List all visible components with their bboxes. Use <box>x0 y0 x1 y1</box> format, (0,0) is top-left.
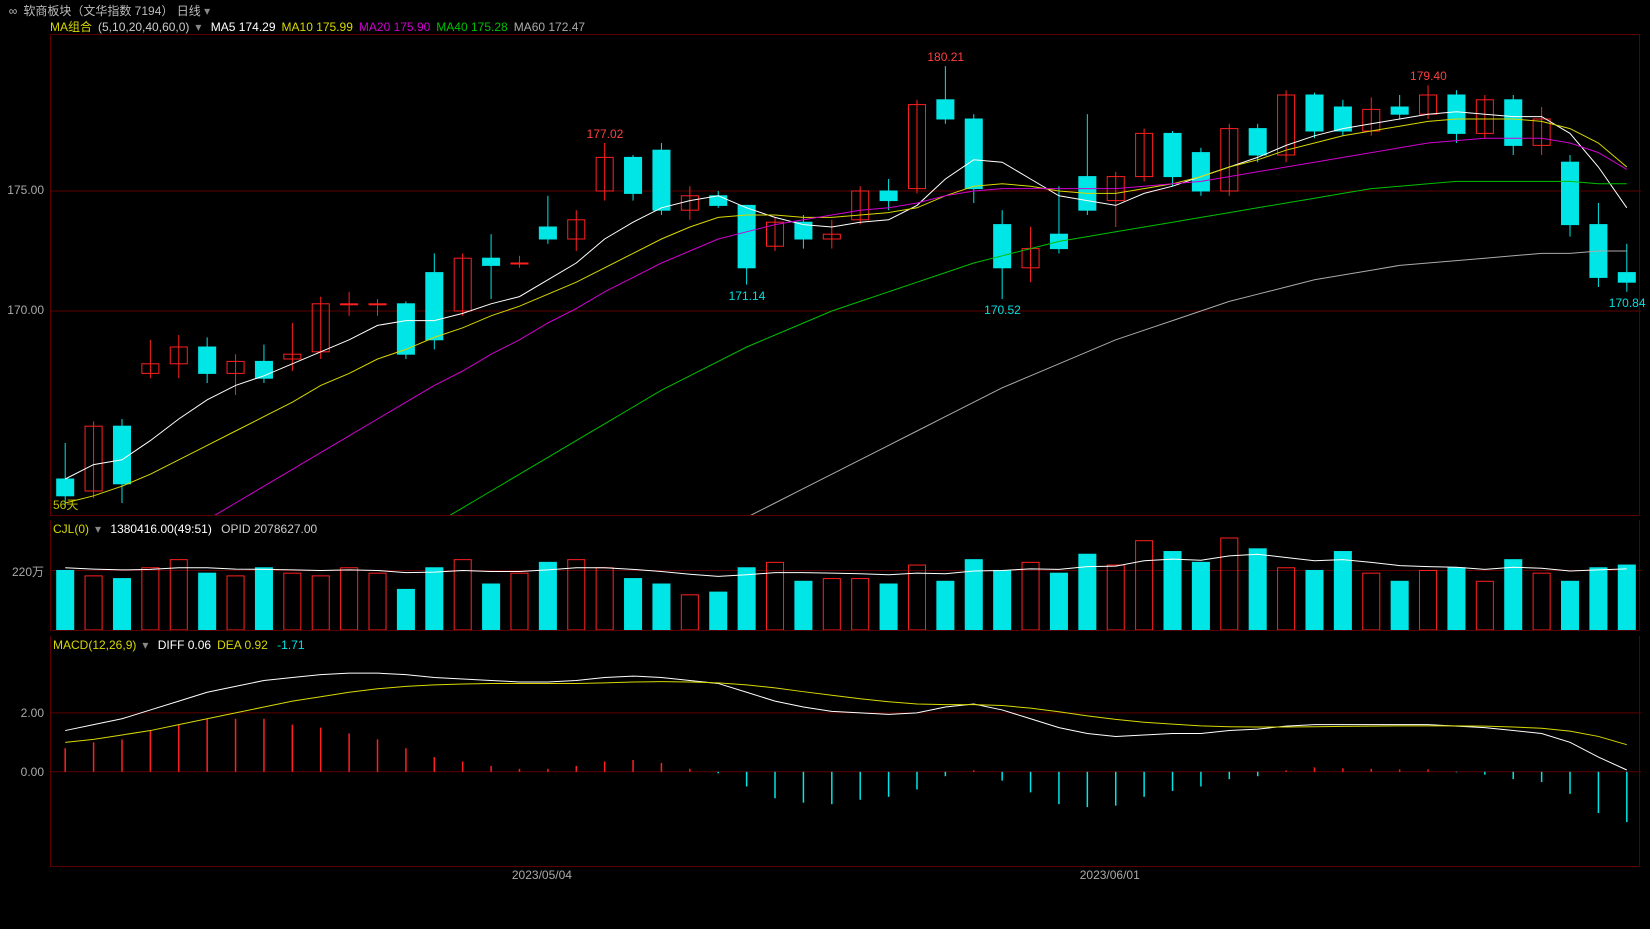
macd-panel[interactable]: MACD(12,26,9)▾ DIFF 0.06DEA 0.92 -1.71 <box>50 636 1640 867</box>
volume-panel[interactable]: CJL(0)▾ 1380416.00(49:51) OPID 2078627.0… <box>50 520 1640 631</box>
instrument-title: 软商板块（文华指数 7194） 日线 <box>23 4 200 18</box>
macd-svg <box>51 636 1641 866</box>
volume-svg <box>51 520 1641 630</box>
x-axis: 2023/05/04 2023/06/01 <box>50 868 1640 888</box>
yaxis-label-vol: 220万 <box>4 563 44 580</box>
xaxis-tick: 2023/06/01 <box>1080 868 1140 882</box>
candle-panel[interactable]: 56天 177.02171.14180.21170.52179.40170.84 <box>50 34 1640 516</box>
yaxis-label: 175.00 <box>4 183 44 197</box>
timeframe-caret-icon[interactable]: ▾ <box>204 4 210 18</box>
yaxis-label-macd: 0.00 <box>4 765 44 779</box>
ma-legend: MA组合(5,10,20,40,60,0)▾ MA5 174.29MA10 17… <box>50 18 591 35</box>
xaxis-tick: 2023/05/04 <box>512 868 572 882</box>
candle-svg <box>51 35 1641 515</box>
chart-root: ∞ 软商板块（文华指数 7194） 日线 ▾ MA组合(5,10,20,40,6… <box>0 0 1650 929</box>
title-bar: ∞ 软商板块（文华指数 7194） 日线 ▾ <box>6 2 210 18</box>
link-icon: ∞ <box>6 4 20 18</box>
yaxis-label-macd: 2.00 <box>4 706 44 720</box>
yaxis-label: 170.00 <box>4 303 44 317</box>
days-badge: 56天 <box>53 496 78 513</box>
